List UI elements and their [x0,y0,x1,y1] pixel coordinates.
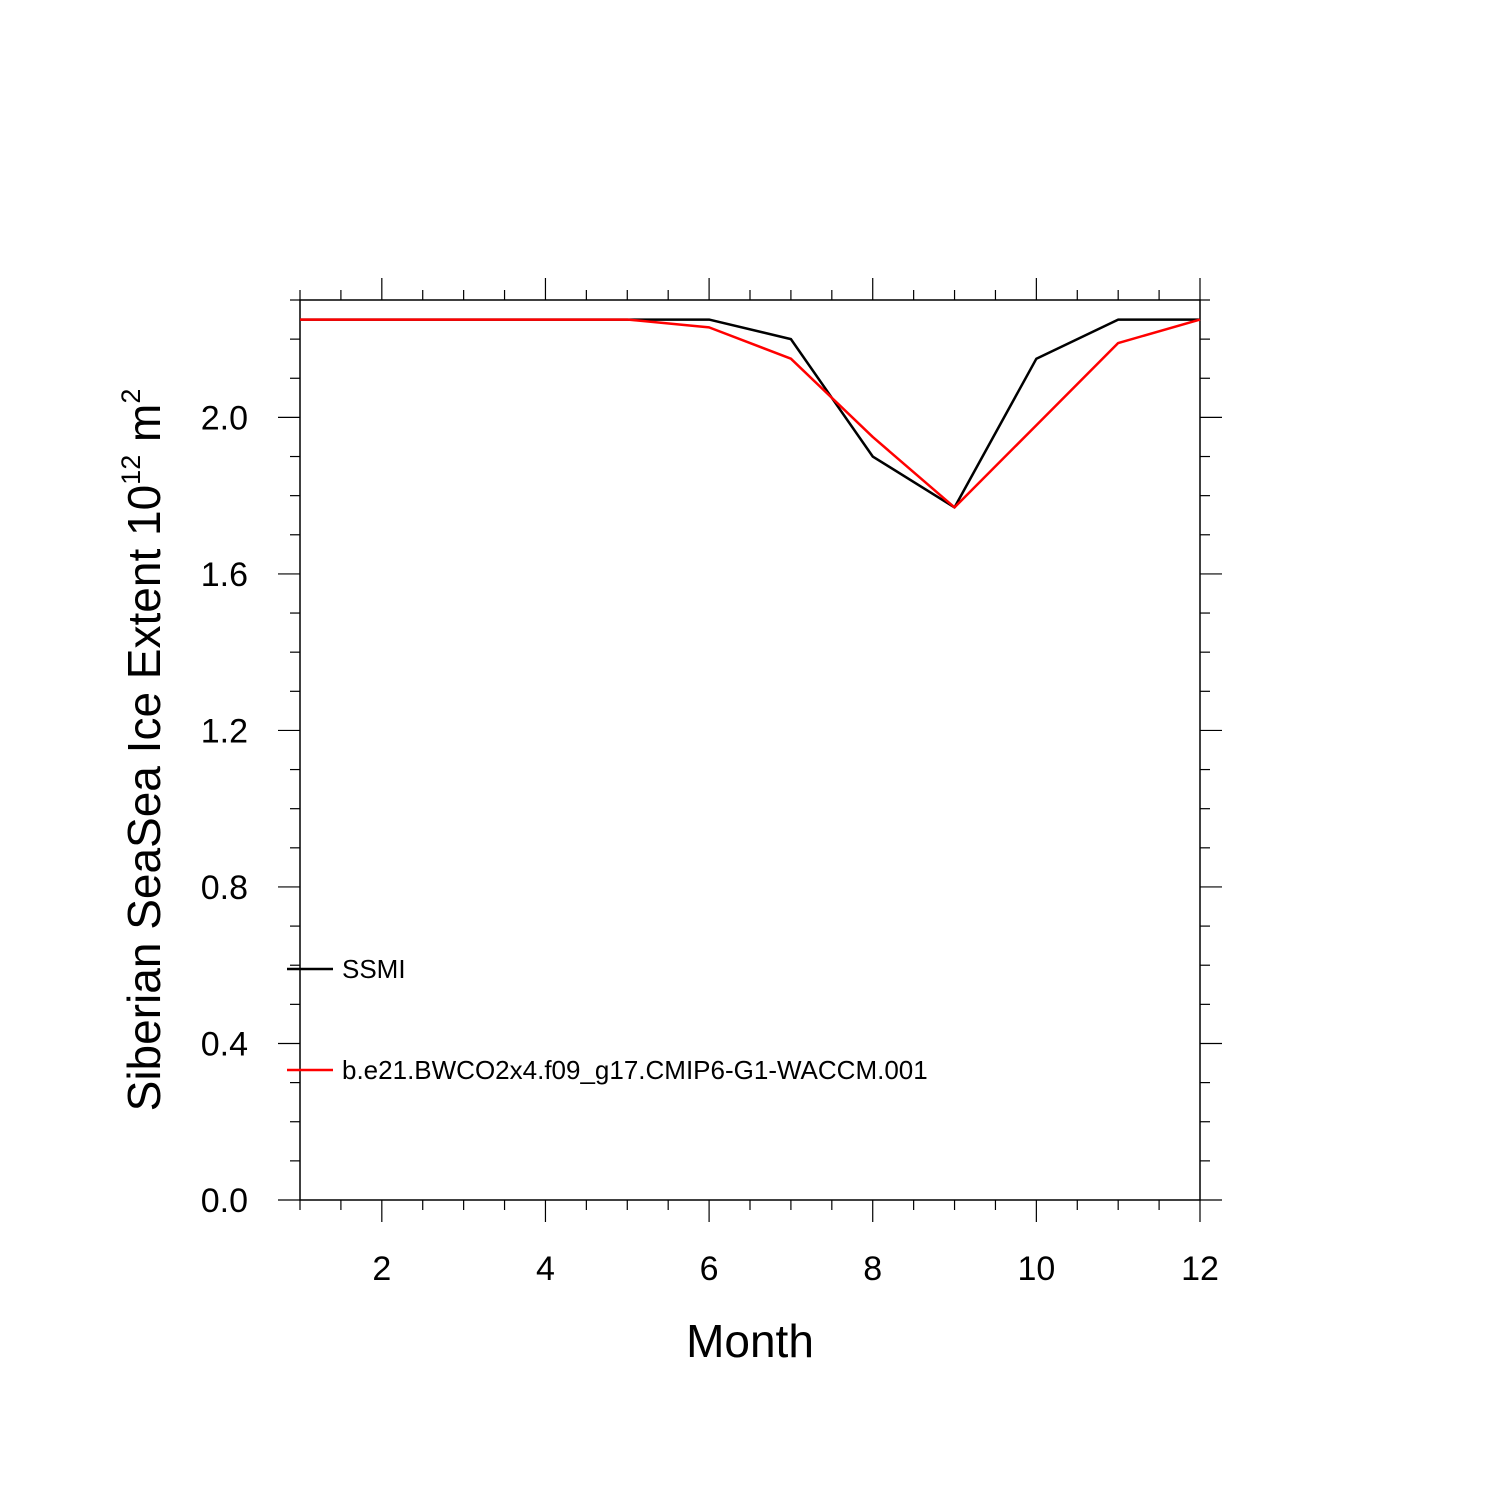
y-axis-title-exponent: 12 [116,455,146,485]
y-tick-label: 0.8 [201,869,248,907]
y-axis-title: Siberian SeaSea Ice Extent 1012 m2 [116,389,170,1112]
x-tick-label: 2 [372,1250,391,1288]
labels-layer: 2 4 6 8 10 12 0.0 0.4 0.8 1.2 1.6 2.0 [201,399,1219,1288]
series-line-ssmi [300,318,1200,509]
ticks-layer [278,278,1222,1222]
y-tick-label: 2.0 [201,399,248,437]
legend-label-model: b.e21.BWCO2x4.f09_g17.CMIP6-G1-WACCM.001 [342,1055,928,1085]
y-axis-title-unit: m [118,404,170,455]
y-tick-label: 0.4 [201,1025,248,1063]
y-axis-title-unit-exponent: 2 [116,389,146,404]
y-tick-label: 1.2 [201,712,248,750]
y-tick-label: 0.0 [201,1182,248,1220]
legend: SSMI b.e21.BWCO2x4.f09_g17.CMIP6-G1-WACC… [287,954,928,1085]
legend-label-ssmi: SSMI [342,954,406,984]
x-axis-title: Month [686,1315,814,1367]
y-axis-title-main: Siberian SeaSea Ice Extent 10 [118,485,170,1112]
x-tick-label: 12 [1181,1250,1219,1288]
series-line-model [300,318,1201,509]
x-tick-label: 6 [700,1250,719,1288]
lines-layer [300,318,1201,509]
x-tick-label: 8 [863,1250,882,1288]
x-tick-label: 10 [1017,1250,1055,1288]
y-tick-label: 1.6 [201,556,248,594]
x-tick-label: 4 [536,1250,555,1288]
